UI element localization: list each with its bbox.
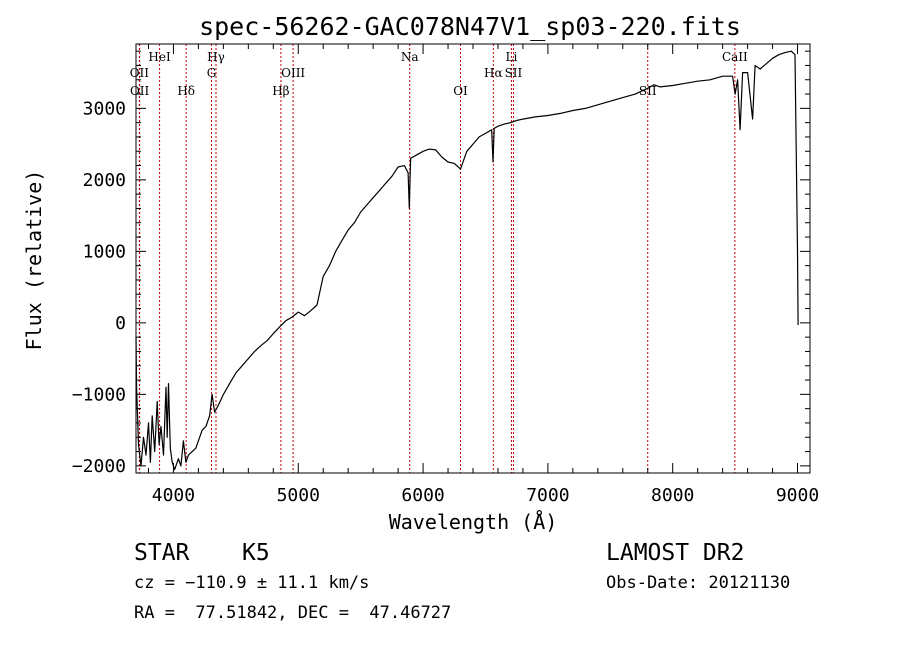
y-tick-label-0: −2000	[72, 456, 126, 477]
survey-label: LAMOST DR2	[606, 540, 745, 566]
y-tick-label-2: 0	[115, 313, 126, 334]
x-tick-label-5: 9000	[776, 485, 819, 506]
y-tick-label-1: −1000	[72, 384, 126, 405]
line-marker-label-3: Hδ	[177, 84, 195, 98]
line-marker-label-11: Hα	[484, 66, 503, 80]
line-marker-label-14: CaII	[722, 50, 748, 64]
x-tick-label-4: 8000	[651, 485, 694, 506]
line-marker-label-12: SII	[505, 66, 523, 80]
coordinates: RA = 77.51842, DEC = 47.46727	[134, 603, 452, 623]
line-marker-label-2: OII	[130, 84, 150, 98]
line-marker-label-7: Hβ	[272, 84, 289, 98]
line-marker-label-0: HeI	[148, 50, 171, 64]
y-axis-label: Flux (relative)	[22, 170, 46, 351]
line-marker-label-10: Li	[506, 50, 518, 64]
spectrum-line-0	[135, 50, 799, 470]
line-marker-label-6: OIII	[281, 66, 305, 80]
y-tick-label-4: 2000	[83, 170, 126, 191]
line-marker-label-13: SII	[639, 84, 657, 98]
line-marker-label-9: OI	[453, 84, 468, 98]
obs-date: Obs-Date: 20121130	[606, 573, 791, 593]
x-tick-label-3: 7000	[526, 485, 569, 506]
star-class: STAR	[134, 540, 190, 566]
line-marker-label-8: Na	[401, 50, 419, 64]
x-tick-label-1: 5000	[277, 485, 320, 506]
plot-frame	[135, 43, 811, 474]
y-tick-label-3: 1000	[83, 241, 126, 262]
line-marker-label-4: Hγ	[207, 50, 225, 64]
redshift-value: cz = −110.9 ± 11.1 km/s	[134, 573, 370, 593]
x-tick-label-0: 4000	[152, 485, 195, 506]
chart-title: spec-56262-GAC078N47V1_sp03-220.fits	[199, 12, 741, 41]
x-tick-label-2: 6000	[401, 485, 444, 506]
line-marker-label-5: G	[207, 66, 217, 80]
x-axis-label: Wavelength (Å)	[389, 510, 558, 534]
star-subclass: K5	[242, 540, 270, 566]
y-tick-label-5: 3000	[83, 98, 126, 119]
